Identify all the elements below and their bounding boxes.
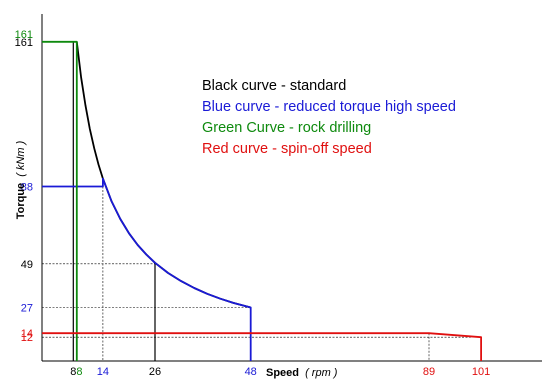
legend-entry-0: Black curve - standard — [202, 78, 346, 94]
y-tick-label-6: 12 — [21, 332, 33, 344]
x-tick-label-5: 89 — [423, 366, 435, 378]
legend-entry-3: Red curve - spin-off speed — [202, 141, 372, 157]
y-tick-label-3: 49 — [21, 259, 33, 271]
y-tick-label-5: 14 — [21, 328, 33, 340]
legend: Black curve - standard Blue curve - reduc… — [202, 78, 456, 157]
y-tick-label-0: 161 — [15, 29, 33, 41]
legend-entry-1: Blue curve - reduced torque high speed — [202, 99, 456, 115]
x-tick-label-0: 8 — [70, 366, 76, 378]
series-line-1 — [42, 177, 252, 361]
series-line-3 — [42, 332, 483, 361]
y-tick-label-1: 161 — [15, 37, 33, 49]
y-tick-label-4: 27 — [21, 303, 33, 315]
legend-entry-2: Green Curve - rock drilling — [202, 120, 371, 136]
x-axis-label: Speed ( rpm ) — [266, 367, 338, 379]
series-group — [42, 40, 483, 361]
x-tick-label-3: 26 — [149, 366, 161, 378]
y-axis-label: Torque ( kNm ) — [15, 140, 27, 219]
x-tick-label-1: 8 — [76, 366, 82, 378]
x-tick-labels: 8 8 14 26 48 89 101 — [70, 366, 490, 378]
guide-lines — [42, 41, 482, 361]
x-tick-label-2: 14 — [97, 366, 109, 378]
x-tick-label-6: 101 — [472, 366, 490, 378]
series-line-2 — [42, 40, 78, 361]
y-axis-name: Torque — [15, 183, 27, 219]
svg-text:Torque ( kNm ): Torque ( kNm ) — [15, 140, 27, 219]
y-tick-label-2: 88 — [21, 182, 33, 194]
axes — [41, 14, 542, 362]
x-axis-name: Speed — [266, 367, 299, 379]
y-axis-unit: ( kNm ) — [15, 140, 27, 176]
x-tick-label-4: 48 — [245, 366, 257, 378]
x-axis-unit: ( rpm ) — [305, 367, 338, 379]
